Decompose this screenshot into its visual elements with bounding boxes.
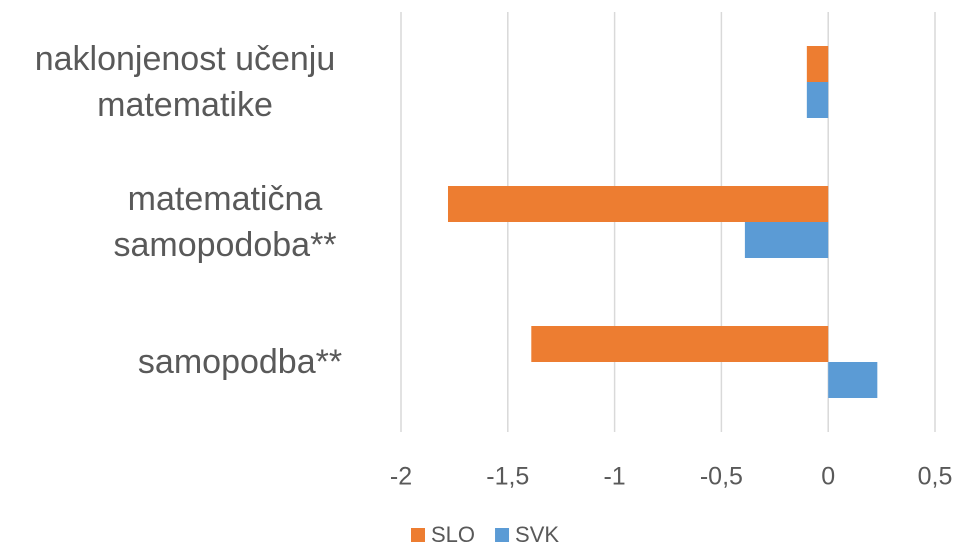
legend-swatch xyxy=(411,528,425,542)
x-tick-label: 0,5 xyxy=(918,463,953,491)
bar xyxy=(828,362,878,398)
x-tick-label: -2 xyxy=(390,463,412,491)
x-tick-label: -1,5 xyxy=(486,463,529,491)
y-tick-label: matematična samopodoba** xyxy=(113,180,337,264)
x-tick-label: 0 xyxy=(821,463,835,491)
legend-swatch xyxy=(495,528,510,542)
bar xyxy=(447,186,829,222)
legend-label: SVK xyxy=(515,522,559,547)
bar xyxy=(806,82,829,118)
y-tick-label: samopodba** xyxy=(137,343,343,381)
bar xyxy=(531,326,829,362)
x-tick-label: -0,5 xyxy=(700,463,743,491)
bar xyxy=(806,46,829,82)
x-tick-label: -1 xyxy=(603,463,625,491)
legend-label: SLO xyxy=(431,522,475,547)
bar xyxy=(744,222,829,258)
y-tick-label: naklonjenost učenju matematike xyxy=(34,40,336,124)
